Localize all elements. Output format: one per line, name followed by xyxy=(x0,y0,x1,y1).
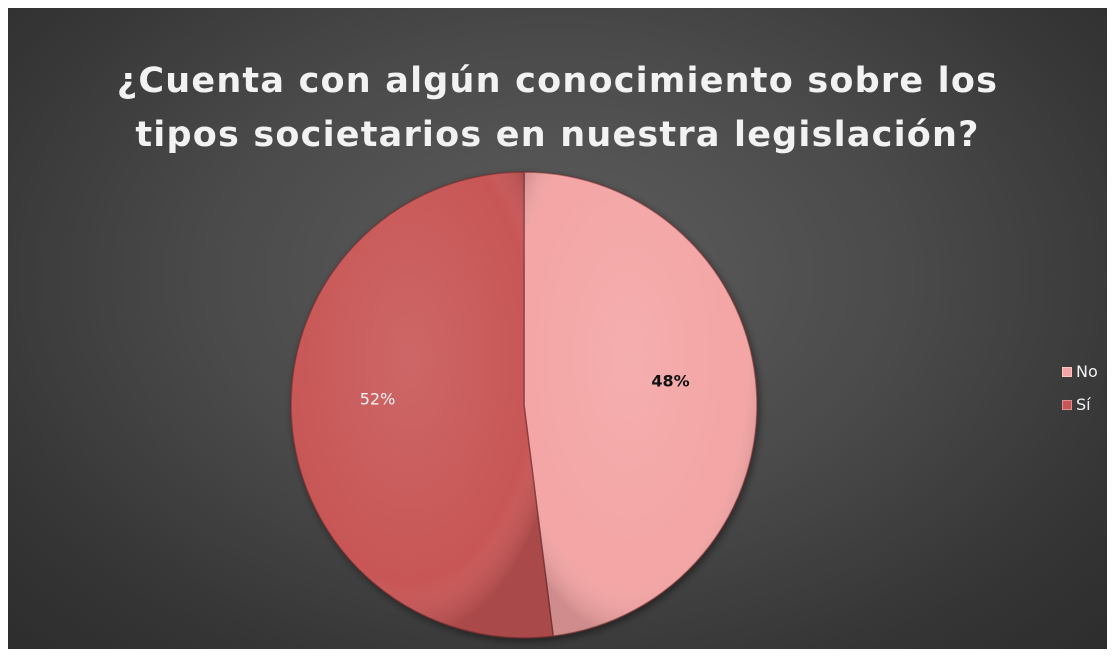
data-label-si: 52% xyxy=(360,390,396,409)
chart-title-line-1: ¿Cuenta con algún conocimiento sobre los xyxy=(116,61,999,101)
pie-slice-shading-no xyxy=(524,172,758,637)
pie-data-labels: 48% 52% xyxy=(360,371,690,408)
legend: No Sí xyxy=(1062,361,1098,427)
chart-title-line-2: tipos societarios en nuestra legislación… xyxy=(135,115,980,155)
legend-swatch-si xyxy=(1062,399,1072,410)
data-label-no: 48% xyxy=(651,371,689,390)
legend-label-si: Sí xyxy=(1076,395,1091,414)
pie-chart: 48% 52% xyxy=(290,171,758,639)
pie-shading xyxy=(291,172,758,638)
legend-label-no: No xyxy=(1076,362,1098,381)
legend-item-no: No xyxy=(1062,361,1098,382)
pie-slice-shading-si xyxy=(291,172,554,638)
chart-area: ¿Cuenta con algún conocimiento sobre los… xyxy=(8,8,1107,649)
legend-swatch-no xyxy=(1062,366,1072,377)
chart-title: ¿Cuenta con algún conocimiento sobre los… xyxy=(8,54,1107,162)
legend-item-si: Sí xyxy=(1062,394,1098,415)
